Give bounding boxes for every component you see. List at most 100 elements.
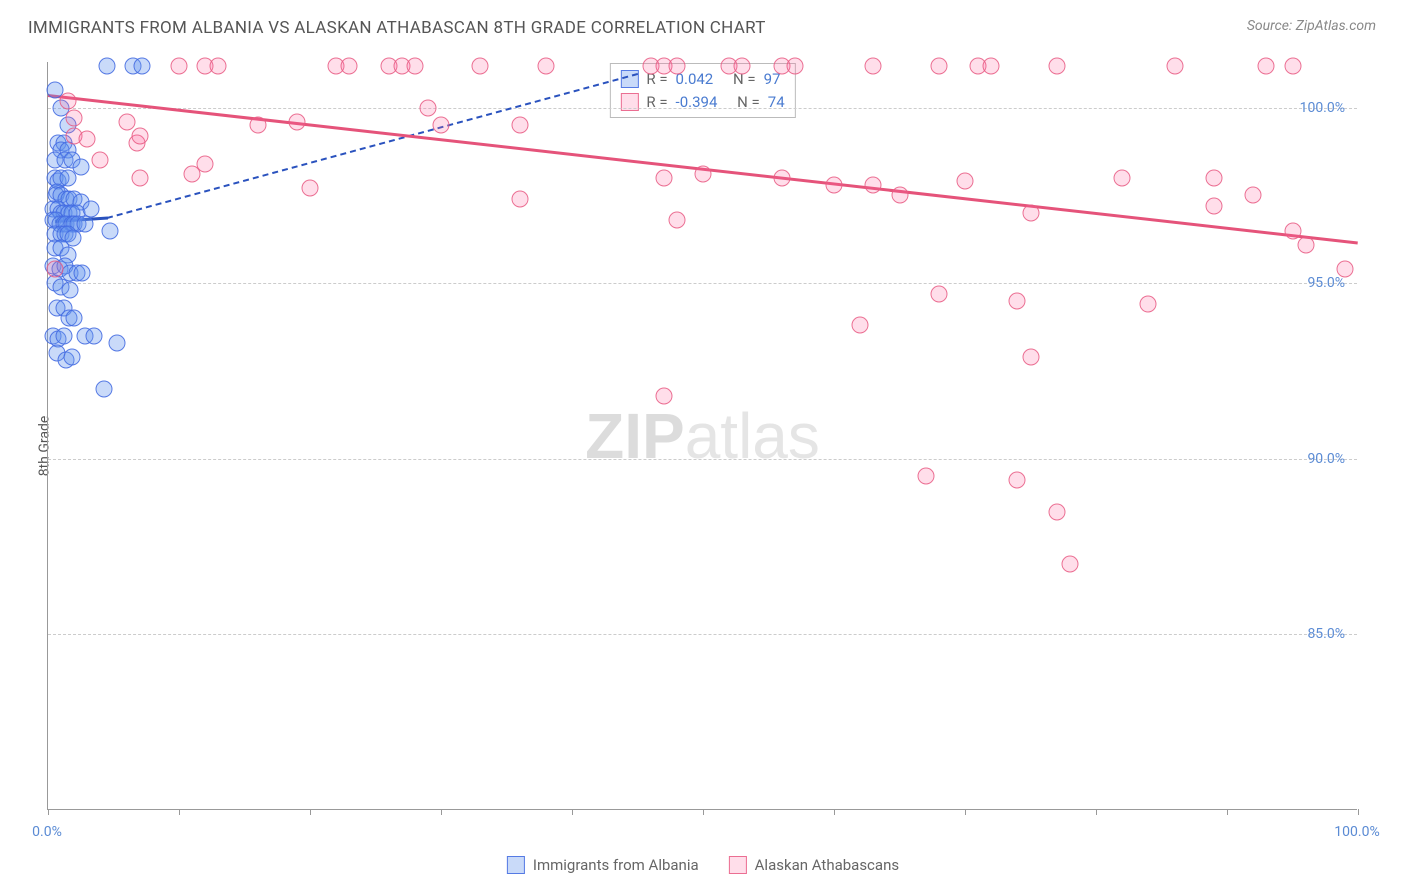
data-point [1205, 169, 1222, 186]
trend-line [107, 73, 638, 219]
data-point [865, 57, 882, 74]
data-point [1022, 205, 1039, 222]
data-point [171, 57, 188, 74]
data-point [1140, 296, 1157, 313]
data-point [655, 169, 672, 186]
data-point [1245, 187, 1262, 204]
swatch-b-icon [729, 856, 747, 874]
xtick [441, 809, 442, 815]
legend-item-b: Alaskan Athabascans [729, 856, 899, 874]
data-point [655, 387, 672, 404]
data-point [983, 57, 1000, 74]
data-point [134, 57, 151, 74]
data-point [74, 264, 91, 281]
data-point [46, 261, 63, 278]
watermark-prefix: ZIP [585, 400, 685, 472]
data-point [786, 57, 803, 74]
gridline [48, 634, 1357, 635]
r-value-b: -0.394 [676, 91, 718, 114]
ytick-label: 85.0% [1307, 626, 1345, 642]
data-point [1022, 348, 1039, 365]
data-point [341, 57, 358, 74]
data-point [865, 176, 882, 193]
data-point [668, 212, 685, 229]
data-point [59, 92, 76, 109]
xtick [834, 809, 835, 815]
legend-label-b: Alaskan Athabascans [755, 856, 899, 874]
legend-label-a: Immigrants from Albania [533, 856, 699, 874]
data-point [1114, 169, 1131, 186]
source-label: Source: ZipAtlas.com [1247, 18, 1376, 34]
data-point [511, 190, 528, 207]
data-point [957, 173, 974, 190]
xtick-label: 100.0% [1334, 824, 1379, 840]
data-point [101, 222, 118, 239]
data-point [63, 348, 80, 365]
data-point [210, 57, 227, 74]
gridline [48, 283, 1357, 284]
data-point [109, 334, 126, 351]
bottom-legend: Immigrants from Albania Alaskan Athabasc… [507, 856, 899, 874]
data-point [55, 327, 72, 344]
data-point [917, 468, 934, 485]
data-point [1284, 57, 1301, 74]
gridline [48, 108, 1357, 109]
ytick-label: 95.0% [1307, 275, 1345, 291]
data-point [406, 57, 423, 74]
data-point [79, 131, 96, 148]
data-point [891, 187, 908, 204]
data-point [1205, 197, 1222, 214]
swatch-a-icon [507, 856, 525, 874]
data-point [98, 57, 115, 74]
data-point [773, 169, 790, 186]
n-value-b: 74 [768, 91, 785, 114]
n-label: N = [737, 91, 760, 114]
data-point [537, 57, 554, 74]
r-label: R = [646, 91, 667, 114]
data-point [511, 117, 528, 134]
data-point [66, 110, 83, 127]
legend-item-a: Immigrants from Albania [507, 856, 699, 874]
data-point [826, 176, 843, 193]
xtick [703, 809, 704, 815]
ytick-label: 100.0% [1300, 100, 1345, 116]
ytick-label: 90.0% [1307, 451, 1345, 467]
data-point [930, 285, 947, 302]
data-point [1258, 57, 1275, 74]
data-point [734, 57, 751, 74]
data-point [66, 310, 83, 327]
stats-row-b: R = -0.394 N = 74 [620, 91, 784, 114]
data-point [668, 57, 685, 74]
data-point [96, 380, 113, 397]
data-point [131, 127, 148, 144]
data-point [249, 117, 266, 134]
data-point [118, 113, 135, 130]
data-point [433, 117, 450, 134]
data-point [930, 57, 947, 74]
data-point [1061, 556, 1078, 573]
data-point [85, 327, 102, 344]
xtick [1227, 809, 1228, 815]
data-point [1009, 471, 1026, 488]
data-point [472, 57, 489, 74]
data-point [1048, 503, 1065, 520]
xtick [179, 809, 180, 815]
data-point [419, 99, 436, 116]
stats-legend: R = 0.042 N = 97 R = -0.394 N = 74 [609, 63, 795, 118]
xtick [965, 809, 966, 815]
data-point [1297, 236, 1314, 253]
data-point [852, 317, 869, 334]
chart-plot-area: ZIPatlas R = 0.042 N = 97 R = -0.394 N =… [47, 62, 1357, 810]
gridline [48, 459, 1357, 460]
data-point [1166, 57, 1183, 74]
data-point [197, 155, 214, 172]
xtick [310, 809, 311, 815]
data-point [1336, 261, 1353, 278]
data-point [1048, 57, 1065, 74]
xtick-label: 0.0% [32, 824, 62, 840]
data-point [1284, 222, 1301, 239]
data-point [92, 152, 109, 169]
data-point [76, 215, 93, 232]
data-point [62, 282, 79, 299]
data-point [1009, 292, 1026, 309]
